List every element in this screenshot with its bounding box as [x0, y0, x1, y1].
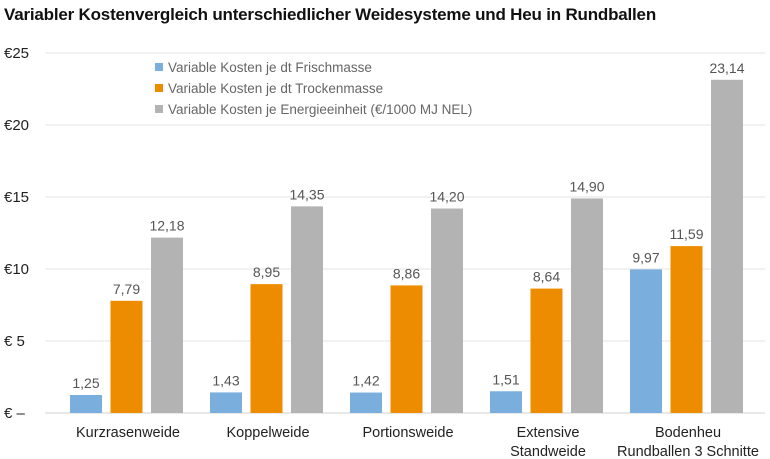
legend-swatch — [155, 84, 163, 92]
bar — [530, 288, 563, 413]
bar — [390, 285, 423, 413]
legend-swatch — [155, 63, 163, 71]
data-label: 7,79 — [113, 281, 140, 297]
y-tick-label: €15 — [4, 189, 29, 206]
data-label: 1,51 — [492, 371, 519, 387]
data-label: 14,90 — [569, 178, 604, 194]
bar — [250, 284, 283, 413]
bar — [571, 198, 603, 413]
bar — [630, 269, 662, 413]
y-tick-label: €20 — [4, 117, 29, 134]
data-label: 1,43 — [212, 372, 239, 388]
bar — [670, 246, 703, 413]
x-tick-label: Standweide — [510, 444, 586, 459]
x-tick-label: Rundballen 3 Schnitte — [617, 444, 759, 459]
y-tick-label: €10 — [4, 261, 29, 278]
x-tick-label: Extensive — [517, 425, 580, 441]
bar — [151, 237, 183, 413]
data-label: 1,42 — [352, 373, 379, 389]
bar — [291, 206, 323, 413]
chart-title: Variabler Kostenvergleich unterschiedlic… — [4, 5, 656, 24]
bar — [110, 300, 143, 413]
bar — [711, 79, 743, 413]
data-label: 9,97 — [632, 249, 659, 265]
y-tick-label: €25 — [4, 45, 29, 62]
bar — [350, 392, 382, 413]
y-tick-label: € – — [4, 405, 26, 422]
data-label: 1,25 — [72, 375, 99, 391]
legend-label: Variable Kosten je Energieeinheit (€/100… — [168, 102, 472, 117]
data-label: 23,14 — [709, 60, 744, 76]
data-label: 12,18 — [149, 218, 184, 234]
x-tick-label: Bodenheu — [655, 425, 721, 441]
data-label: 14,35 — [289, 186, 324, 202]
data-label: 11,59 — [670, 226, 704, 242]
legend-label: Variable Kosten je dt Frischmasse — [168, 60, 372, 75]
data-label: 8,95 — [253, 264, 280, 280]
data-label: 8,64 — [533, 269, 560, 285]
data-label: 14,20 — [429, 189, 464, 205]
bar — [490, 391, 522, 413]
bar — [70, 395, 102, 413]
y-tick-label: € 5 — [4, 333, 25, 350]
x-tick-label: Kurzrasenweide — [76, 425, 180, 441]
bar — [210, 392, 242, 413]
data-label: 8,86 — [393, 265, 420, 281]
x-tick-label: Koppelweide — [226, 425, 309, 441]
bar — [431, 208, 463, 413]
legend-label: Variable Kosten je dt Trockenmasse — [168, 81, 383, 96]
x-tick-label: Portionsweide — [362, 425, 453, 441]
legend-swatch — [155, 105, 163, 113]
